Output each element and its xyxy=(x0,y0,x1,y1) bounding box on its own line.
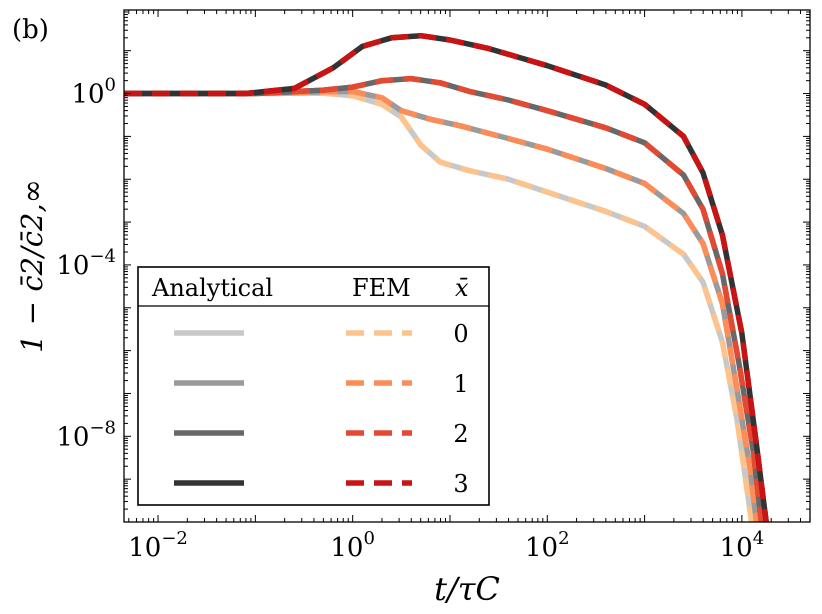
analytical-line-xbar-1 xyxy=(124,88,760,522)
y-tick-label: 10−4 xyxy=(56,246,116,281)
curves-layer xyxy=(124,32,769,522)
legend-rows: 0 1 2 3 xyxy=(174,320,469,498)
y-tick-label: 10−8 xyxy=(56,417,116,452)
legend-header-fem: FEM xyxy=(352,274,411,302)
y-axis-ticks: 100 10−4 10−8 xyxy=(56,11,810,523)
legend-xbar-value: 2 xyxy=(453,420,468,448)
panel-label: (b) xyxy=(12,15,49,45)
x-tick-label: 10−2 xyxy=(128,528,188,563)
legend-xbar-value: 1 xyxy=(453,370,468,398)
legend-box xyxy=(137,266,490,506)
y-axis-label: 1 − c̄2/c̄2,∞ xyxy=(15,179,49,353)
x-tick-label: 100 xyxy=(330,528,375,563)
fem-line-xbar-2 xyxy=(124,75,765,522)
x-tick-label: 102 xyxy=(525,528,570,563)
legend-header-xbar: x̄ xyxy=(455,274,469,302)
legend: Analytical FEM x̄ 0 1 2 3 xyxy=(137,266,490,506)
fem-line-xbar-0 xyxy=(124,90,755,522)
plot-frame xyxy=(123,9,811,523)
x-axis-ticks: 10−2 100 102 104 xyxy=(128,10,811,563)
legend-xbar-value: 0 xyxy=(453,320,468,348)
x-tick-label: 104 xyxy=(720,528,765,563)
x-axis-label: t/τC xyxy=(434,570,500,608)
y-tick-label: 100 xyxy=(71,75,116,110)
legend-header-analytical: Analytical xyxy=(151,274,273,302)
fem-line-xbar-3 xyxy=(124,32,769,522)
legend-xbar-value: 3 xyxy=(453,470,468,498)
